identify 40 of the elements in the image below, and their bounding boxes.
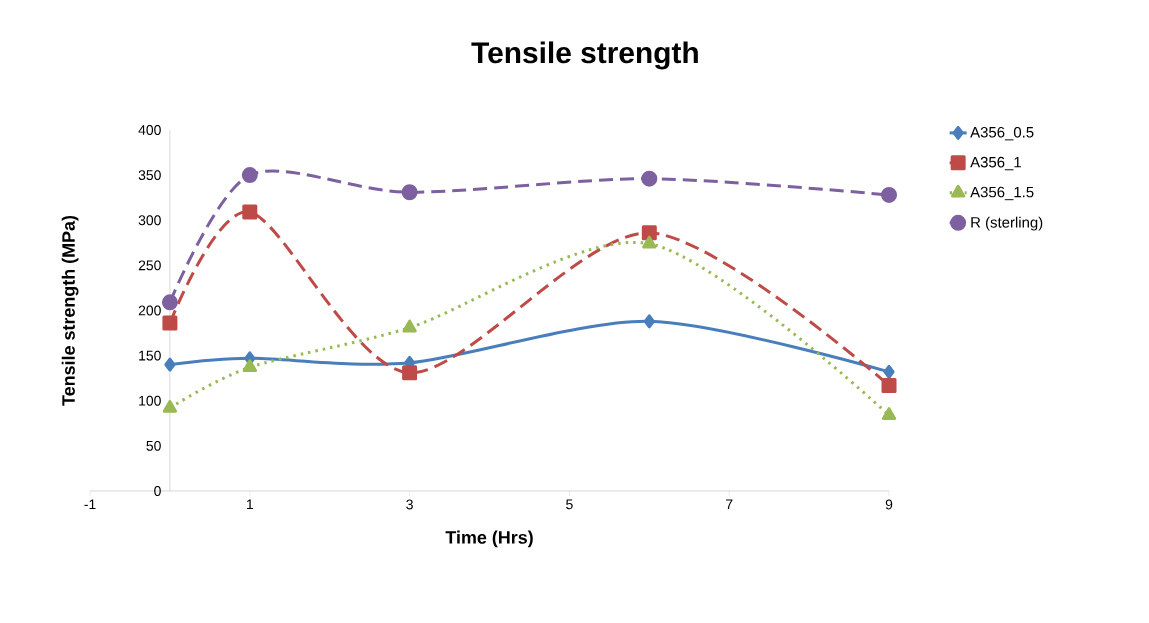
legend-label: R (sterling) xyxy=(971,216,1043,231)
point xyxy=(401,184,418,201)
point xyxy=(642,235,657,249)
chart-title: Tensile strength xyxy=(471,41,698,70)
point xyxy=(881,377,897,393)
y-tick-label: 50 xyxy=(146,440,161,451)
legend-label: A356_1 xyxy=(970,156,1021,171)
legend-label: A356_1.5 xyxy=(970,186,1034,201)
legend-label: A356_0.5 xyxy=(970,126,1034,141)
x-tick-label: -1 xyxy=(84,499,96,510)
y-tick-label: 0 xyxy=(154,486,161,496)
point xyxy=(883,364,895,379)
point xyxy=(641,225,657,241)
point xyxy=(641,170,658,187)
point xyxy=(242,204,258,220)
y-tick-label: 200 xyxy=(138,305,161,316)
x-tick-label: 7 xyxy=(726,499,733,510)
point xyxy=(241,167,258,184)
point xyxy=(162,399,178,413)
point xyxy=(164,357,176,372)
y-tick-label: 150 xyxy=(139,350,161,361)
y-axis-title: Tensile strength (MPa) xyxy=(61,215,79,406)
point xyxy=(402,319,417,333)
x-tick-label: 5 xyxy=(566,499,573,510)
point xyxy=(881,186,898,203)
y-tick-label: 300 xyxy=(138,215,161,226)
y-tick-label: 350 xyxy=(138,170,161,181)
y-tick-label: 100 xyxy=(139,395,161,406)
point xyxy=(881,407,897,420)
y-tick-label: 250 xyxy=(138,260,161,271)
point xyxy=(643,314,655,329)
point xyxy=(242,359,257,373)
x-tick-label: 1 xyxy=(247,499,254,510)
y-tick-label: 400 xyxy=(138,125,161,135)
x-tick-label: 3 xyxy=(406,499,413,510)
point xyxy=(402,365,418,381)
x-axis-title: Time (Hrs) xyxy=(445,530,533,548)
point xyxy=(161,294,178,311)
x-tick-label: 9 xyxy=(885,499,893,510)
point xyxy=(162,315,178,331)
